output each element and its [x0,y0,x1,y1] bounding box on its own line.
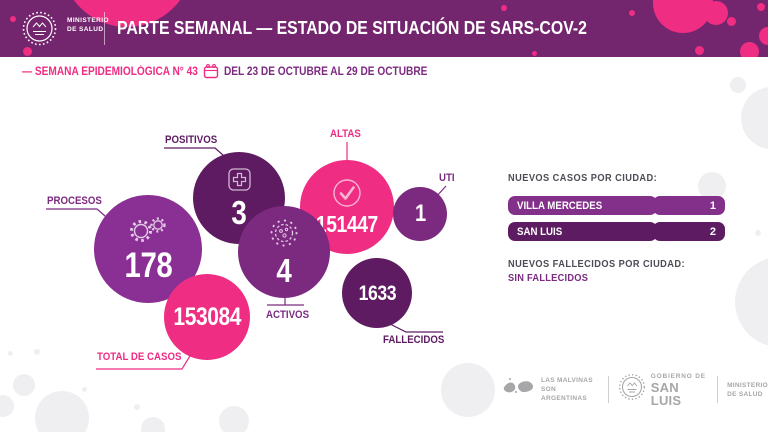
gears-icon [126,216,170,248]
calendar-icon [203,63,219,84]
uti-label: UTI [439,172,455,184]
header-bar: MINISTERIO DE SALUD PARTE SEMANAL — ESTA… [0,0,768,57]
activos-value: 4 [276,252,292,289]
date-range-label: DEL 23 DE OCTUBRE AL 29 DE OCTUBRE [224,66,428,78]
city-count-san-luis: 2 [653,222,725,241]
total-de-casos-label: TOTAL DE CASOS [97,351,182,363]
san-luis-crest-icon [21,10,58,52]
bubble-total-de-casos: 153084 [164,274,250,360]
activos-label: ACTIVOS [266,309,310,321]
fallecidos-label: FALLECIDOS [383,334,445,346]
bubble-fallecidos: 1633 [342,258,412,328]
footer-logos: LAS MALVINAS SON ARGENTINAS GOBIERNO DE … [503,373,768,407]
page-title: PARTE SEMANAL — ESTADO DE SITUACIÓN DE S… [117,18,587,38]
malvinas-label: LAS MALVINAS SON ARGENTINAS [541,377,593,403]
procesos-value: 178 [124,245,172,285]
procesos-label: PROCESOS [47,195,102,207]
week-label: — SEMANA EPIDEMIOLÓGICA N° 43 [22,66,198,78]
malvinas-islands-icon [503,376,535,403]
fallecidos-value: 1633 [358,281,396,305]
header-ministry-label: MINISTERIO DE SALUD [67,17,109,33]
city-row-san-luis: SAN LUIS [508,222,657,241]
new-deaths-value: SIN FALLECIDOS [508,272,589,284]
bubble-positivos: 3 [193,152,285,244]
positivos-label: POSITIVOS [165,134,218,146]
uti-value: 1 [414,200,426,227]
positivos-value: 3 [231,193,247,231]
medical-cross-icon [227,167,251,196]
check-circle-icon [332,178,362,213]
footer-divider-2 [717,376,719,404]
altas-value: 151447 [316,211,378,237]
city-row-villa-mercedes: VILLA MERCEDES [508,196,657,215]
new-deaths-title: NUEVOS FALLECIDOS POR CIUDAD: [508,258,686,270]
city-count-villa-mercedes: 1 [653,196,725,215]
total-de-casos-value: 153084 [173,302,241,331]
virus-icon [267,217,301,254]
new-cases-title: NUEVOS CASOS POR CIUDAD: [508,172,658,184]
footer-divider [607,376,609,404]
bubble-uti: 1 [393,187,447,241]
government-label: GOBIERNO DE SAN LUIS [650,373,706,408]
header-divider [104,12,105,45]
footer-crest-icon [618,373,646,406]
bubble-activos: 4 [238,206,330,298]
footer-ministry-label: MINISTERIO DE SALUD [727,381,768,398]
altas-label: ALTAS [330,128,361,140]
